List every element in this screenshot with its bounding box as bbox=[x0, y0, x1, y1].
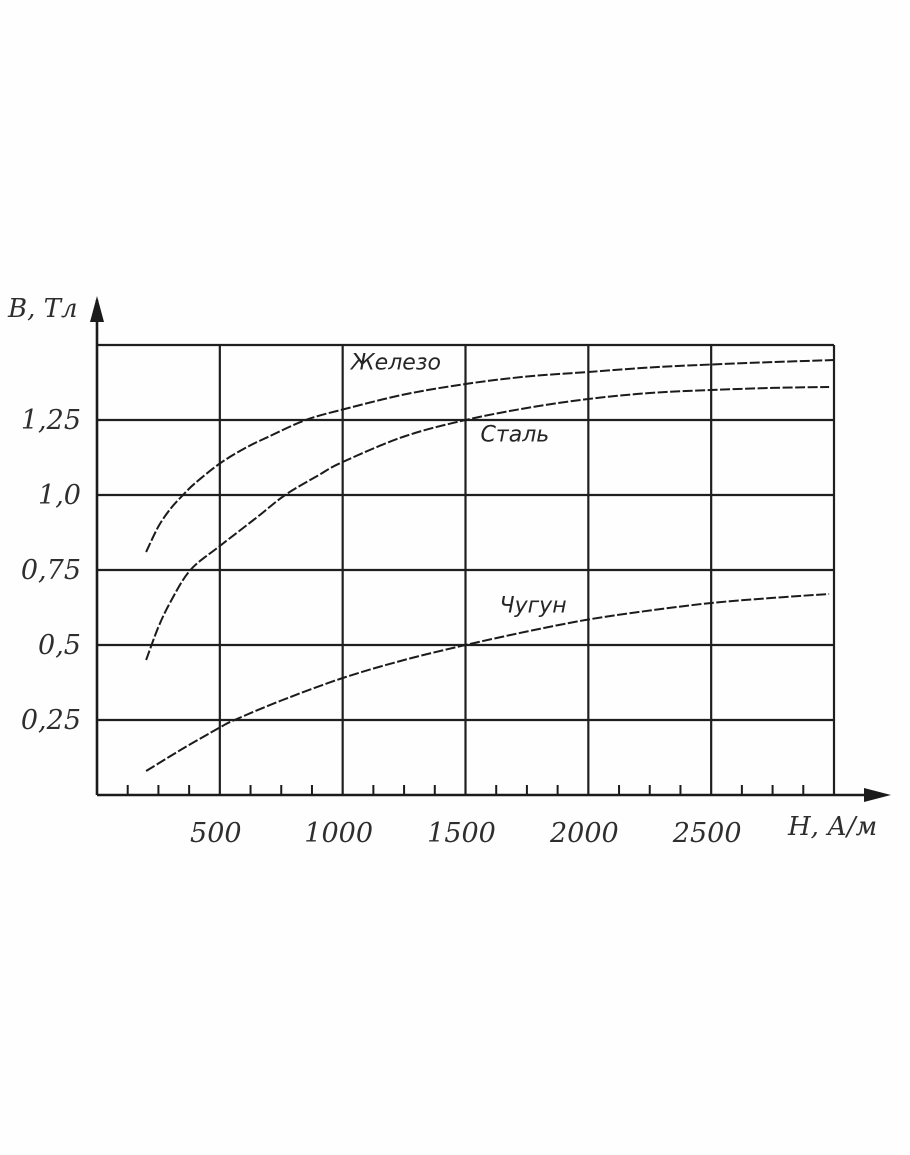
y-axis-title: В, Тл bbox=[8, 294, 78, 324]
curve-чугун bbox=[145, 593, 830, 772]
curve-label-steel: Сталь bbox=[480, 422, 550, 448]
x-tick-label-500: 500 bbox=[190, 818, 242, 849]
y-tick-label-1_25: 1,25 bbox=[21, 405, 81, 436]
x-axis-title: Н, А/м bbox=[788, 812, 878, 842]
x-axis-arrowhead bbox=[864, 788, 891, 802]
x-tick-label-2000: 2000 bbox=[549, 818, 619, 849]
curve-label-iron: Железо bbox=[350, 350, 441, 376]
y-axis-arrowhead bbox=[90, 296, 104, 322]
curve-железо bbox=[145, 359, 835, 553]
x-tick-label-2500: 2500 bbox=[672, 818, 742, 849]
y-tick-label-1: 1,0 bbox=[38, 480, 81, 511]
y-tick-label-0_25: 0,25 bbox=[21, 705, 81, 736]
x-tick-label-1000: 1000 bbox=[304, 818, 373, 849]
curve-сталь bbox=[145, 386, 830, 661]
curve-label-cast-iron: Чугун bbox=[499, 593, 567, 619]
x-tick-label-1500: 1500 bbox=[427, 818, 496, 849]
y-tick-label-0_5: 0,5 bbox=[38, 630, 81, 661]
y-tick-label-0_75: 0,75 bbox=[21, 555, 81, 586]
